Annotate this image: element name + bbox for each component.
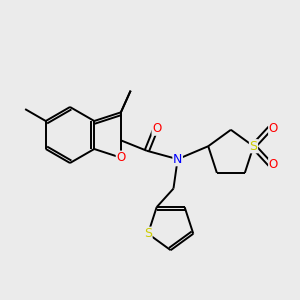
Text: O: O	[269, 122, 278, 134]
Text: O: O	[116, 151, 125, 164]
Text: S: S	[250, 140, 257, 153]
Text: N: N	[173, 153, 182, 166]
Text: S: S	[144, 227, 152, 240]
Text: O: O	[269, 158, 278, 171]
Text: O: O	[152, 122, 161, 135]
